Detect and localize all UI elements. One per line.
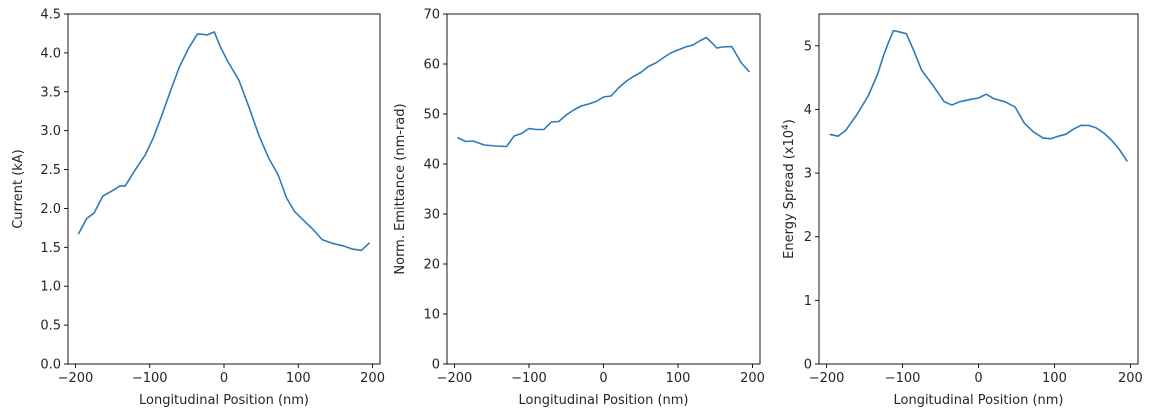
y-tick-label: 10	[423, 308, 440, 323]
x-tick-label: 200	[740, 371, 765, 386]
series-line	[457, 36, 751, 148]
y-tick-label: 1.5	[40, 241, 61, 256]
y-tick-label: 0.5	[40, 319, 61, 334]
series-line	[829, 29, 1129, 163]
y-tick-label: 2.0	[40, 202, 61, 217]
y-tick-label: 60	[423, 58, 440, 73]
x-tick-label: 0	[599, 371, 607, 386]
x-tick-label: 200	[360, 371, 385, 386]
y-axis-label: Energy Spread (x104)	[781, 119, 797, 259]
y-axis-label: Current (kA)	[11, 149, 26, 229]
axes-frame	[67, 13, 381, 365]
y-tick-label: 40	[423, 158, 440, 173]
y-tick-label: 50	[423, 108, 440, 123]
y-tick-label: 20	[423, 258, 440, 273]
x-tick-label: −100	[885, 371, 921, 386]
y-tick-label: 3.0	[40, 124, 61, 139]
x-tick-label: 100	[666, 371, 691, 386]
x-axis-label: Longitudinal Position (nm)	[139, 393, 309, 408]
y-tick-label: 3	[804, 167, 812, 182]
x-axis-label: Longitudinal Position (nm)	[893, 393, 1063, 408]
y-tick-label: 2.5	[40, 163, 61, 178]
chart-panel-2: −200 −100 0 100 200 0 10 20 30 40 50 60 70 Longitudin…	[393, 8, 765, 409]
x-tick-label: −200	[809, 371, 845, 386]
y-axis-label-main: Energy Spread (x10	[782, 130, 797, 259]
y-axis-label-exponent: 4	[781, 124, 791, 130]
y-tick-label: 4	[804, 103, 812, 118]
axes-frame	[446, 13, 761, 365]
y-tick-label: 0	[432, 358, 440, 373]
y-tick-label: 2	[804, 230, 812, 245]
x-tick-label: 0	[974, 371, 982, 386]
x-tick-label: 200	[1118, 371, 1143, 386]
y-tick-label: 0	[804, 358, 812, 373]
y-tick-label: 1.0	[40, 280, 61, 295]
y-tick-label: 1	[804, 294, 812, 309]
axes-frame	[818, 13, 1139, 365]
x-tick-label: −200	[58, 371, 94, 386]
y-axis-label: Norm. Emittance (nm-rad)	[393, 103, 408, 274]
x-tick-label: 0	[220, 371, 228, 386]
x-tick-label: −200	[437, 371, 473, 386]
y-tick-label: 30	[423, 208, 440, 223]
series-line	[77, 31, 371, 252]
y-axis-label-end: )	[782, 119, 797, 124]
chart-panel-3: −200 −100 0 100 200 0 1 2 3 4 5 Longitudinal Positi…	[781, 13, 1143, 408]
x-tick-label: −100	[132, 371, 168, 386]
y-tick-label: 5	[804, 39, 812, 54]
x-axis-label: Longitudinal Position (nm)	[518, 393, 688, 408]
y-tick-label: 4.0	[40, 46, 61, 61]
y-tick-label: 4.5	[40, 8, 61, 23]
x-tick-label: 100	[1042, 371, 1067, 386]
x-tick-label: 100	[286, 371, 311, 386]
y-tick-label: 3.5	[40, 85, 61, 100]
chart-panel-1: −200 −100 0 100 200 0.0 0.5 1.0 1.5 2.0 2.5 3.0 3.5 4…	[11, 8, 385, 409]
y-tick-label: 70	[423, 8, 440, 23]
y-tick-label: 0.0	[40, 358, 61, 373]
x-tick-label: −100	[511, 371, 547, 386]
